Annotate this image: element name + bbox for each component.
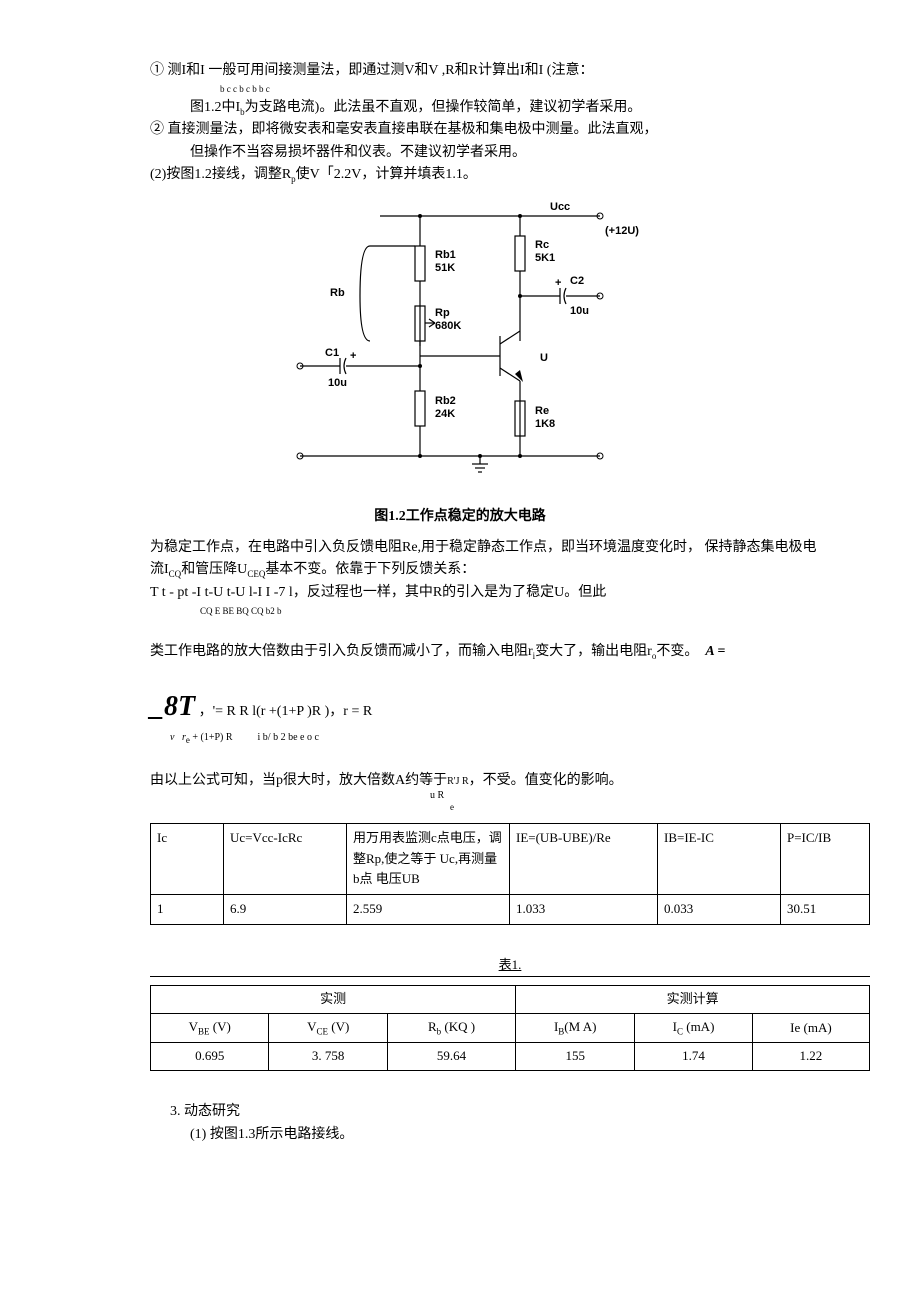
svg-text:5K1: 5K1 bbox=[535, 252, 555, 264]
para-2: T t - pt -I t-U t-U l-I I -7 l，反过程也一样，其中… bbox=[150, 582, 820, 604]
para-2-sub: CQ E BE BQ CQ b2 b bbox=[200, 604, 820, 618]
svg-text:+: + bbox=[350, 350, 356, 362]
svg-text:(+12U): (+12U) bbox=[605, 225, 639, 237]
li2b: 但操作不当容易损坏器件和仪表。不建议初学者采用。 bbox=[190, 142, 820, 164]
section-3: 3. 动态研究 bbox=[170, 1101, 820, 1123]
section-3-1: (1) 按图1.3所示电路接线。 bbox=[190, 1124, 820, 1146]
table-row: 0.695 3. 758 59.64 155 1.74 1.22 bbox=[151, 1042, 870, 1070]
li1-text: ① 测I和I 一般可用间接测量法，即通过测V和V ,R和R计算出I和I (注意： bbox=[150, 63, 593, 78]
svg-text:Rc: Rc bbox=[535, 239, 549, 251]
li1-sub: b c c b c b b c bbox=[220, 82, 820, 96]
table-row: VBE (V) VCE (V) Rb (KQ ) IB(M A) IC (mA)… bbox=[151, 1014, 870, 1043]
svg-text:Ucc: Ucc bbox=[550, 201, 570, 213]
para-4: 由以上公式可知，当p很大时，放大倍数A约等于R'J R，不受。值变化的影响。 u… bbox=[150, 770, 820, 815]
circuit-diagram: .w { stroke:#000; stroke-width:1.2; fill… bbox=[260, 196, 660, 496]
svg-text:10u: 10u bbox=[328, 377, 347, 389]
li3: (2)按图1.2接线，调整Rp使V「2.2V，计算并填表1.1。 bbox=[150, 164, 820, 186]
svg-text:C2: C2 bbox=[570, 275, 584, 287]
table-row: 实测 实测计算 bbox=[151, 986, 870, 1014]
svg-text:U: U bbox=[540, 352, 548, 364]
table2-title: 表1. bbox=[150, 955, 870, 977]
svg-text:24K: 24K bbox=[435, 408, 455, 420]
svg-text:10u: 10u bbox=[570, 305, 589, 317]
list-item-2: ② 直接测量法，即将微安表和毫安表直接串联在基极和集电极中测量。此法直观， bbox=[170, 119, 820, 141]
figure-caption: 图1.2工作点稳定的放大电路 bbox=[100, 506, 820, 528]
formula-block: _8T ，'= R R l(r +(1+P )R )，r = R v re + … bbox=[150, 685, 820, 747]
svg-text:Re: Re bbox=[535, 405, 549, 417]
table-1: Ic Uc=Vcc-IcRc 用万用表监测c点电压，调整Rp,使之等于 Uc,再… bbox=[150, 823, 870, 925]
svg-text:1K8: 1K8 bbox=[535, 418, 555, 430]
para-3: 类工作电路的放大倍数由于引入负反馈而减小了，而输入电阻ri变大了，输出电阻ro不… bbox=[150, 641, 820, 663]
svg-text:Rp: Rp bbox=[435, 307, 450, 319]
svg-text:Rb1: Rb1 bbox=[435, 249, 456, 261]
svg-text:C1: C1 bbox=[325, 347, 339, 359]
svg-text:+: + bbox=[555, 277, 561, 289]
svg-text:Rb2: Rb2 bbox=[435, 395, 456, 407]
table-2: 实测 实测计算 VBE (V) VCE (V) Rb (KQ ) IB(M A)… bbox=[150, 985, 870, 1071]
para-1: 为稳定工作点，在电路中引入负反馈电阻Re,用于稳定静态工作点，即当环境温度变化时… bbox=[150, 537, 820, 582]
list-item-1: ① 测I和I 一般可用间接测量法，即通过测V和V ,R和R计算出I和I (注意： bbox=[170, 60, 820, 82]
svg-text:680K: 680K bbox=[435, 320, 461, 332]
svg-text:51K: 51K bbox=[435, 262, 455, 274]
table-row: 1 6.9 2.559 1.033 0.033 30.51 bbox=[151, 895, 870, 925]
li1b: 图1.2中Ib为支路电流)。此法虽不直观，但操作较简单，建议初学者采用。 bbox=[190, 97, 820, 119]
svg-text:Rb: Rb bbox=[330, 287, 345, 299]
table-row: Ic Uc=Vcc-IcRc 用万用表监测c点电压，调整Rp,使之等于 Uc,再… bbox=[151, 823, 870, 894]
